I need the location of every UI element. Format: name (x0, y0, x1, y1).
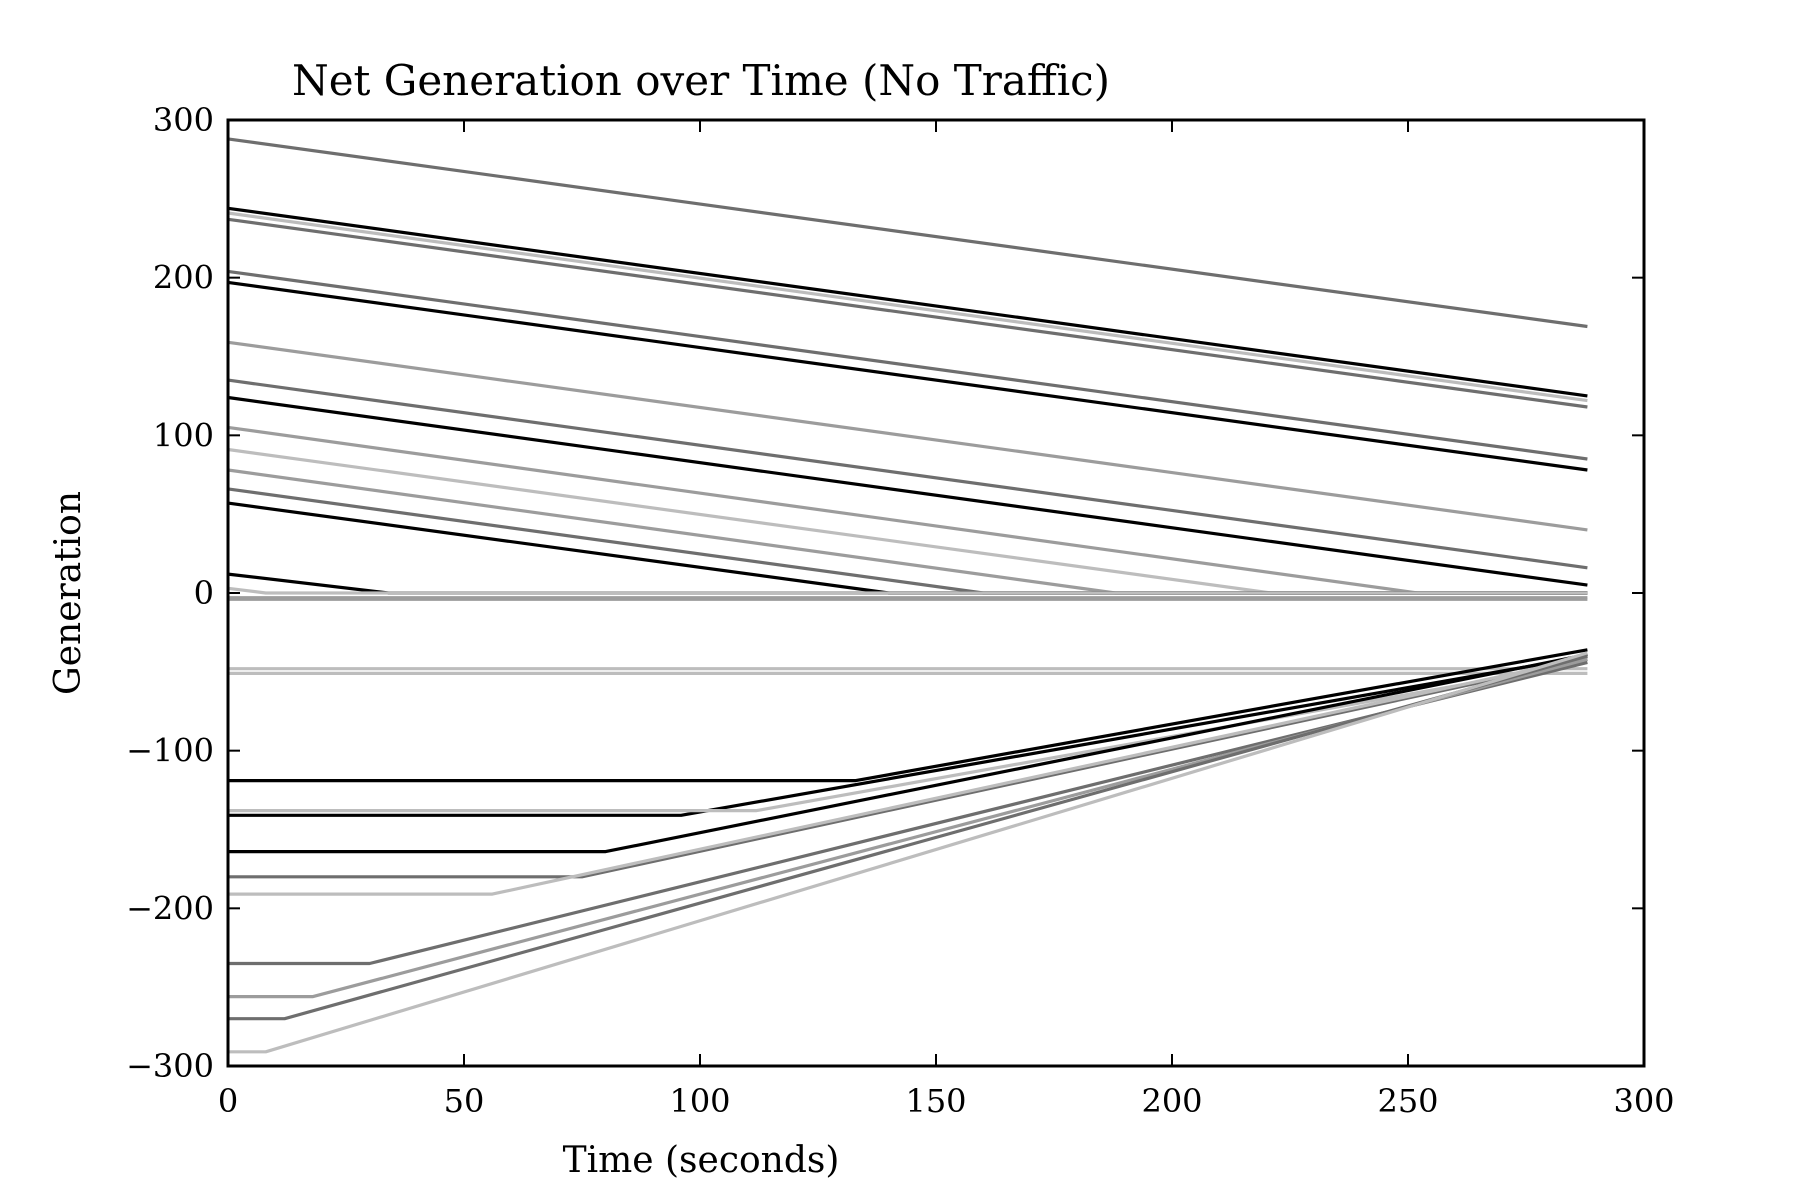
series-line-25 (228, 657, 1588, 879)
series-line-29 (228, 654, 1588, 1021)
series-line-5 (227, 269, 1588, 461)
series-line-3 (227, 211, 1588, 403)
chart-title: Net Generation over Time (No Traffic) (292, 56, 1110, 105)
y-tick-label: 0 (194, 574, 214, 612)
y-tick-label: 300 (153, 101, 214, 139)
series-line-28 (228, 657, 1588, 999)
series-line-22 (228, 654, 1588, 817)
series-line-6 (227, 280, 1588, 472)
series-line-27 (228, 660, 1588, 966)
series-line-30 (228, 651, 1588, 1054)
y-tick-label: −100 (126, 732, 214, 770)
x-tick-label: 300 (1613, 1082, 1674, 1120)
series-line-21 (228, 648, 1588, 783)
y-axis-label: Generation (48, 491, 89, 695)
series-line-9 (227, 395, 1588, 587)
series-line-23 (228, 660, 1588, 813)
x-tick-label: 250 (1377, 1082, 1438, 1120)
x-tick-label: 50 (444, 1082, 485, 1120)
y-tick-label: 100 (153, 416, 214, 454)
y-tick-label: −300 (126, 1047, 214, 1085)
series-line-16 (227, 586, 1588, 595)
x-tick-label: 200 (1141, 1082, 1202, 1120)
series-layer (227, 137, 1588, 1054)
series-line-7 (227, 340, 1588, 532)
series-line-8 (227, 378, 1588, 570)
series-line-2 (227, 206, 1588, 398)
plot-frame (226, 118, 1646, 1068)
y-tick-label: 200 (153, 259, 214, 297)
series-line-26 (228, 656, 1588, 896)
x-tick-label: 100 (669, 1082, 730, 1120)
x-axis-label: Time (seconds) (563, 1140, 840, 1181)
x-tick-label: 150 (905, 1082, 966, 1120)
series-line-10 (227, 425, 1588, 595)
series-line-4 (227, 217, 1588, 409)
x-tick-label: 0 (218, 1082, 238, 1120)
series-line-1 (227, 137, 1588, 329)
ticks-layer: 0 50 100 150 200 250 300 −300 −200 −100 0 100 200 300 (126, 101, 1674, 1120)
series-line-24 (228, 652, 1588, 854)
y-tick-label: −200 (126, 889, 214, 927)
